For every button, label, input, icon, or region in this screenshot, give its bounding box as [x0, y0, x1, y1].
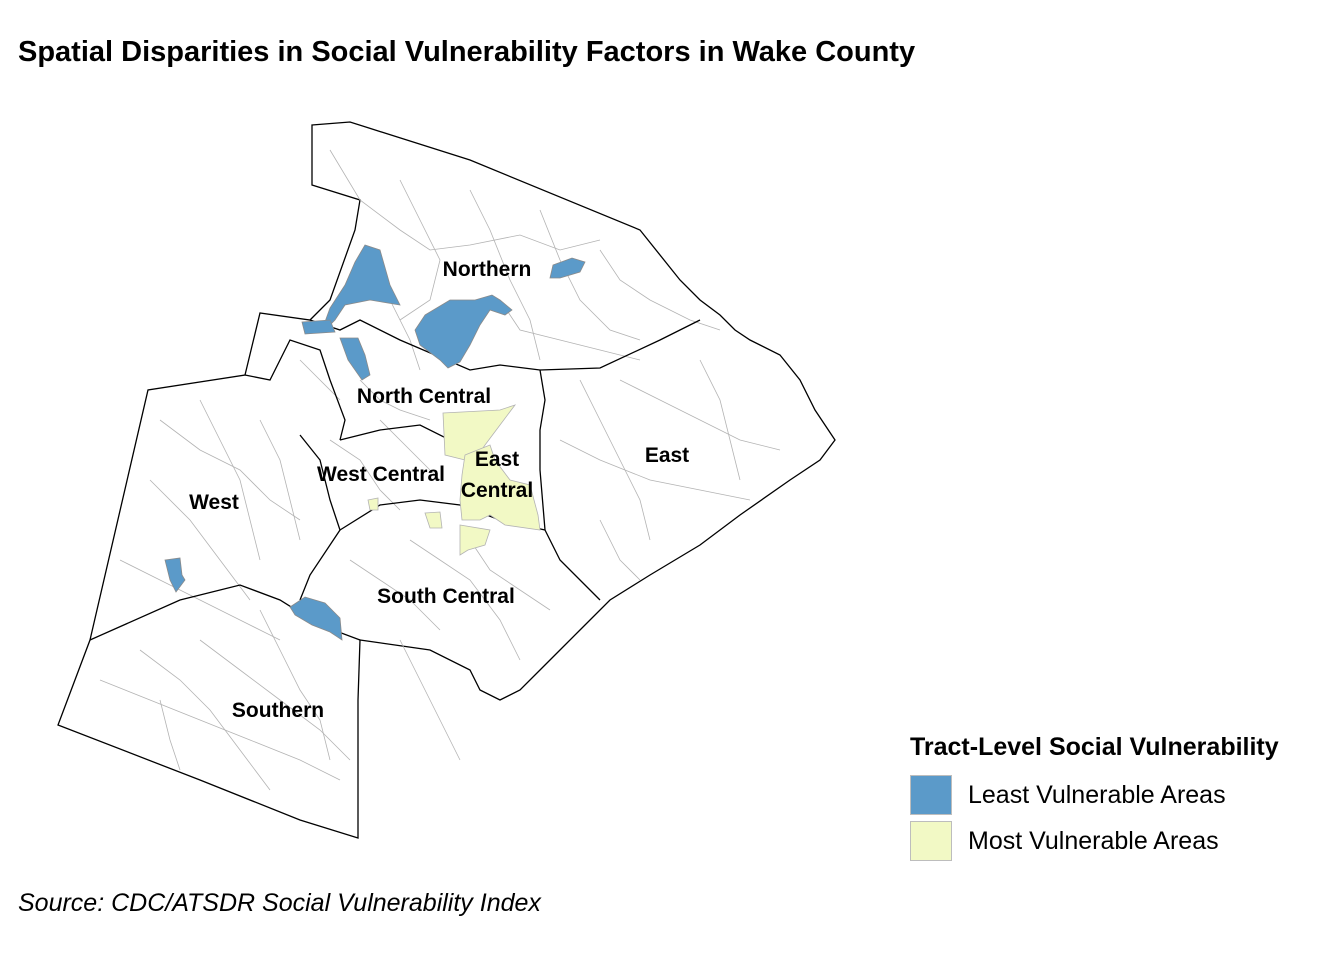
legend-item-most-vulnerable: Most Vulnerable Areas [910, 818, 1279, 864]
region-label-south-central: South Central [377, 585, 515, 608]
map-title: Spatial Disparities in Social Vulnerabil… [18, 36, 916, 68]
region-label-west: West [189, 491, 239, 514]
legend-swatch-most-vulnerable [910, 821, 952, 861]
legend-label-least-vulnerable: Least Vulnerable Areas [968, 780, 1226, 809]
region-label-southern: Southern [232, 699, 324, 722]
legend-item-least-vulnerable: Least Vulnerable Areas [910, 772, 1279, 818]
region-label-east-central-line2: Central [461, 479, 533, 502]
region-label-northern: Northern [443, 258, 532, 281]
region-label-east-central-line1: East [475, 448, 519, 471]
region-label-west-central: West Central [317, 463, 445, 486]
least-vulnerable-tracts [164, 244, 586, 641]
tract-boundaries [99, 149, 781, 791]
legend-title: Tract-Level Social Vulnerability [910, 733, 1279, 761]
legend: Tract-Level Social Vulnerability Least V… [910, 733, 1279, 864]
most-vulnerable-tracts [367, 404, 541, 556]
source-note: Source: CDC/ATSDR Social Vulnerability I… [18, 889, 541, 917]
county-outline [57, 121, 836, 839]
legend-label-most-vulnerable: Most Vulnerable Areas [968, 826, 1219, 855]
legend-swatch-least-vulnerable [910, 775, 952, 815]
region-label-east: East [645, 444, 689, 467]
region-label-north-central: North Central [357, 385, 491, 408]
